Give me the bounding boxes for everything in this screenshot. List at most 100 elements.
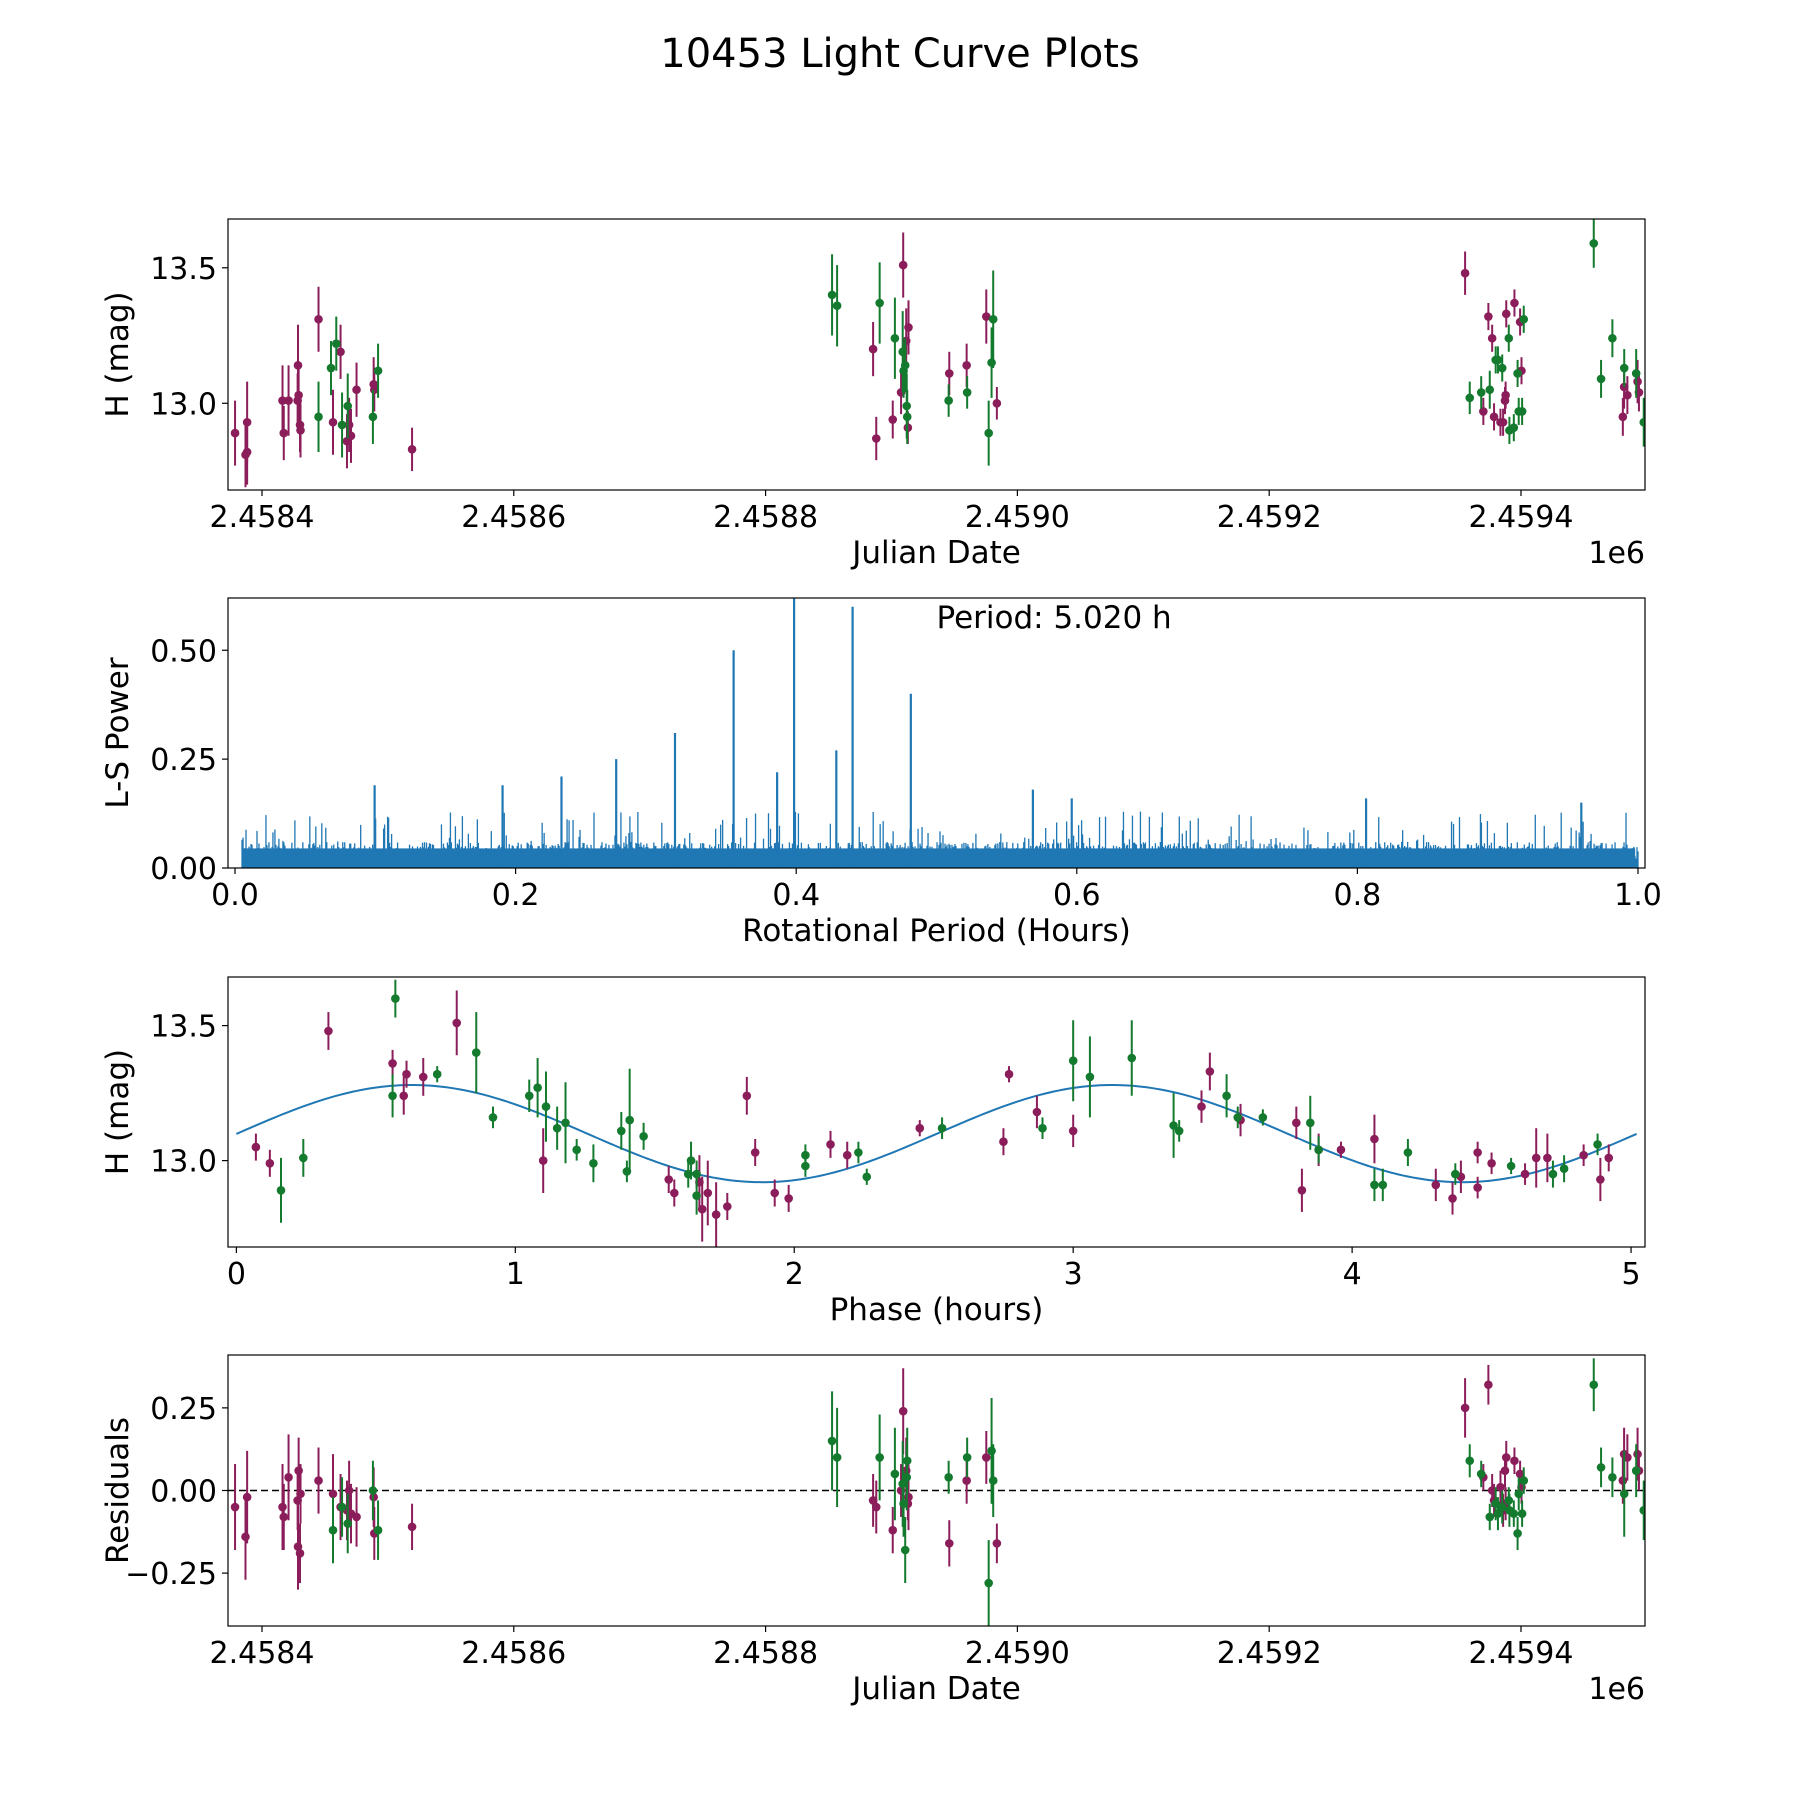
data-point	[1487, 1159, 1496, 1168]
y-tick-label: 0.25	[150, 1392, 217, 1427]
data-point	[1559, 1164, 1569, 1173]
data-point	[1484, 1380, 1493, 1390]
x-tick-label: 1.0	[1614, 878, 1662, 913]
plot-area	[241, 598, 1639, 868]
data-point	[937, 1123, 947, 1133]
data-point	[1497, 1502, 1507, 1512]
data-point	[871, 434, 881, 443]
data-point	[898, 1406, 908, 1416]
data-point	[1548, 1169, 1558, 1179]
data-point	[944, 369, 954, 378]
data-point	[999, 1137, 1008, 1146]
data-point	[988, 314, 998, 324]
data-point	[1501, 1453, 1511, 1462]
data-point	[402, 1069, 411, 1079]
data-point	[368, 412, 378, 422]
data-point	[625, 1115, 634, 1125]
data-point	[1639, 1506, 1645, 1515]
data-point	[711, 1210, 721, 1219]
data-point	[1493, 355, 1503, 365]
data-point	[265, 1159, 275, 1168]
data-point	[987, 358, 996, 367]
data-point	[1197, 1102, 1206, 1111]
data-point	[984, 428, 993, 438]
data-point	[1403, 1148, 1413, 1157]
y-axis-label: H (mag)	[100, 291, 136, 417]
data-point	[1514, 1489, 1524, 1499]
data-point	[692, 1169, 701, 1179]
data-point	[1604, 1153, 1614, 1163]
data-point	[488, 1113, 498, 1122]
data-point	[524, 1091, 534, 1101]
data-point	[868, 344, 878, 354]
x-tick-label: 2.4590	[965, 1636, 1070, 1671]
axes-frame	[227, 218, 1646, 491]
data-point	[296, 426, 305, 435]
data-point	[373, 1525, 383, 1535]
data-point	[343, 401, 353, 411]
x-tick-label: 2.4586	[461, 500, 566, 535]
data-point	[862, 1172, 872, 1182]
data-point	[1004, 1069, 1014, 1079]
data-point	[572, 1145, 581, 1155]
x-axis-label: Julian Date	[850, 1671, 1021, 1707]
data-point	[1451, 1169, 1460, 1179]
x-tick-label: 0.0	[211, 878, 259, 913]
data-point	[1484, 312, 1493, 321]
data-point	[279, 1512, 289, 1522]
series-filter-b	[276, 979, 1602, 1223]
data-point	[388, 1091, 397, 1101]
data-point	[343, 1519, 353, 1528]
x-tick-label: 1	[506, 1257, 525, 1292]
x-tick-label: 0	[227, 1257, 246, 1292]
data-point	[1460, 268, 1470, 278]
data-point	[617, 1126, 626, 1136]
data-point	[1500, 1466, 1510, 1475]
data-point	[832, 301, 842, 311]
data-point	[1460, 1403, 1470, 1413]
data-point	[418, 1072, 428, 1082]
data-point	[1297, 1186, 1307, 1195]
data-point	[1497, 363, 1507, 373]
data-point	[1513, 1529, 1522, 1538]
data-point	[241, 1532, 250, 1542]
data-point	[1489, 412, 1499, 422]
data-point	[1631, 369, 1641, 378]
data-point	[1509, 1509, 1519, 1518]
data-point	[1068, 1126, 1078, 1136]
data-point	[900, 1545, 910, 1555]
data-point	[352, 1512, 361, 1522]
data-point	[1314, 1145, 1323, 1155]
data-point	[1631, 1466, 1641, 1475]
data-point	[407, 1522, 417, 1532]
data-point	[284, 1472, 293, 1482]
data-point	[1593, 1140, 1602, 1149]
data-point	[944, 396, 953, 405]
data-point	[703, 1188, 713, 1198]
data-point	[664, 1175, 674, 1184]
data-point	[276, 1186, 286, 1195]
data-point	[854, 1148, 863, 1157]
data-point	[801, 1161, 810, 1171]
y-axis-label: H (mag)	[100, 1049, 136, 1175]
x-axis-label: Julian Date	[850, 535, 1021, 571]
y-axis-label: Residuals	[100, 1417, 136, 1564]
data-point	[944, 1472, 953, 1482]
data-point	[1169, 1121, 1178, 1130]
data-point	[278, 396, 287, 405]
axes-frame	[227, 976, 1646, 1248]
data-point	[314, 412, 323, 422]
plot-area	[235, 979, 1638, 1247]
data-point	[1476, 1469, 1486, 1479]
data-point	[552, 1123, 562, 1133]
data-point	[984, 1578, 993, 1588]
data-point	[669, 1188, 679, 1198]
data-point	[1619, 382, 1629, 392]
data-point	[1485, 1512, 1495, 1522]
data-point	[337, 420, 347, 430]
data-point	[784, 1194, 793, 1203]
data-point	[1519, 1476, 1529, 1485]
data-point	[842, 1150, 852, 1160]
data-point	[336, 347, 345, 357]
data-point	[337, 1502, 347, 1512]
